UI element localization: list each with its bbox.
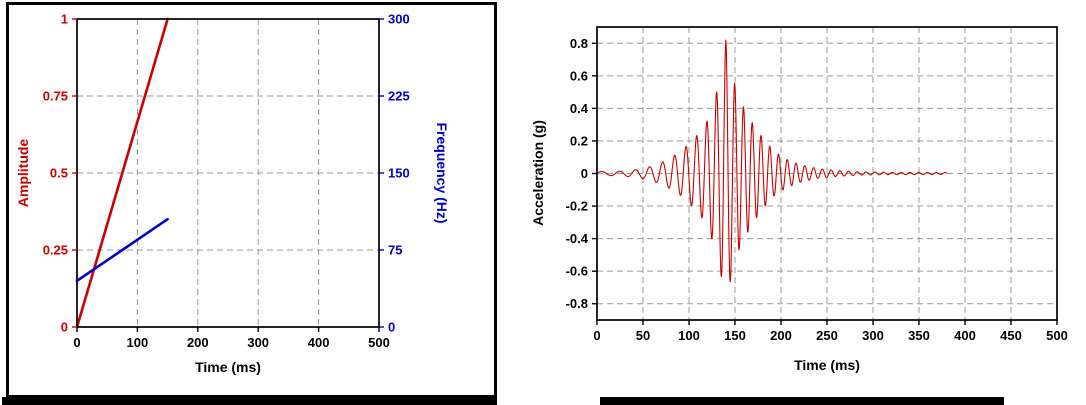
svg-text:0: 0 — [73, 335, 80, 350]
svg-text:225: 225 — [388, 89, 410, 104]
svg-text:75: 75 — [388, 243, 402, 258]
svg-text:400: 400 — [308, 335, 330, 350]
svg-text:0: 0 — [388, 320, 395, 335]
svg-text:0.25: 0.25 — [43, 243, 68, 258]
svg-text:0.6: 0.6 — [570, 68, 588, 83]
svg-text:500: 500 — [1046, 328, 1068, 343]
svg-text:0: 0 — [593, 328, 600, 343]
svg-text:1: 1 — [61, 12, 68, 27]
svg-text:350: 350 — [908, 328, 930, 343]
svg-text:150: 150 — [724, 328, 746, 343]
svg-text:200: 200 — [187, 335, 209, 350]
letterbox-strip-right — [600, 397, 1004, 405]
svg-text:250: 250 — [816, 328, 838, 343]
svg-text:-0.6: -0.6 — [566, 264, 588, 279]
svg-text:150: 150 — [388, 166, 410, 181]
svg-text:50: 50 — [636, 328, 650, 343]
acceleration-panel: 0 50 100 150 200 250 300 350 400 450 500 -0.8 -0.6 -0… — [500, 0, 1086, 405]
svg-text:0: 0 — [581, 166, 588, 181]
svg-text:0.5: 0.5 — [50, 166, 68, 181]
svg-text:200: 200 — [770, 328, 792, 343]
svg-text:-0.2: -0.2 — [566, 199, 588, 214]
svg-text:0.4: 0.4 — [570, 101, 589, 116]
svg-text:0.8: 0.8 — [570, 36, 588, 51]
svg-text:0.75: 0.75 — [43, 89, 68, 104]
svg-text:-0.4: -0.4 — [566, 231, 589, 246]
svg-text:450: 450 — [1000, 328, 1022, 343]
svg-text:0: 0 — [61, 320, 68, 335]
svg-text:400: 400 — [954, 328, 976, 343]
chirp-definition-chart: 0 100 200 300 400 50000.250.50.75107515022530… — [43, 12, 410, 351]
svg-text:100: 100 — [678, 328, 700, 343]
svg-text:300: 300 — [388, 12, 410, 27]
svg-text:-0.8: -0.8 — [566, 296, 588, 311]
acceleration-time-history-chart: 0 50 100 150 200 250 300 350 400 450 500 -0.8 -0.6 -0… — [566, 26, 1068, 343]
chirp-definition-panel: 0 100 200 300 400 500 0 0.25 0.5 0.75 1 0 75 150 225 30… — [6, 2, 497, 398]
svg-text:300: 300 — [247, 335, 269, 350]
letterbox-strip-left — [2, 397, 497, 405]
svg-text:100: 100 — [127, 335, 149, 350]
svg-text:500: 500 — [368, 335, 390, 350]
svg-text:0.2: 0.2 — [570, 133, 588, 148]
svg-text:300: 300 — [862, 328, 884, 343]
